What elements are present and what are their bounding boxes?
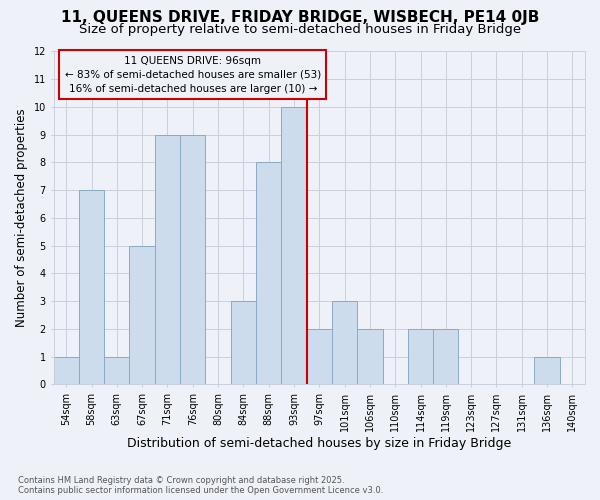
Bar [357,329,383,384]
Text: Contains HM Land Registry data © Crown copyright and database right 2025.
Contai: Contains HM Land Registry data © Crown c… [18,476,383,495]
Bar [433,329,458,384]
Bar [53,356,79,384]
Bar [79,190,104,384]
Bar [104,356,130,384]
Text: 11, QUEENS DRIVE, FRIDAY BRIDGE, WISBECH, PE14 0JB: 11, QUEENS DRIVE, FRIDAY BRIDGE, WISBECH… [61,10,539,25]
Bar [332,301,357,384]
Y-axis label: Number of semi-detached properties: Number of semi-detached properties [15,108,28,328]
Text: Size of property relative to semi-detached houses in Friday Bridge: Size of property relative to semi-detach… [79,22,521,36]
X-axis label: Distribution of semi-detached houses by size in Friday Bridge: Distribution of semi-detached houses by … [127,437,511,450]
Bar [535,356,560,384]
Bar [231,301,256,384]
Bar [408,329,433,384]
Bar [256,162,281,384]
Bar [281,107,307,384]
Bar [180,134,205,384]
Bar [307,329,332,384]
Bar [155,134,180,384]
Text: 11 QUEENS DRIVE: 96sqm
← 83% of semi-detached houses are smaller (53)
16% of sem: 11 QUEENS DRIVE: 96sqm ← 83% of semi-det… [65,56,321,94]
Bar [130,246,155,384]
